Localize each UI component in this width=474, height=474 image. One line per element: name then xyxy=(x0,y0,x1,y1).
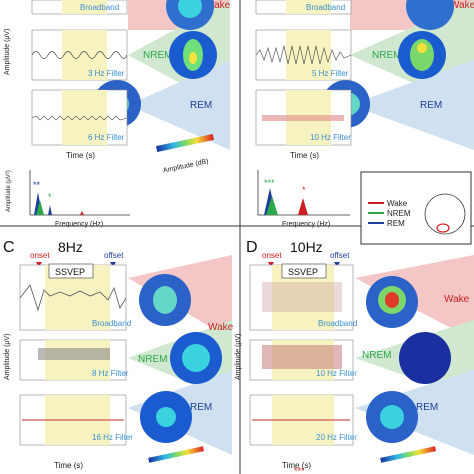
state-label-wake-d: Wake xyxy=(444,294,470,305)
state-label-wake-c: Wake xyxy=(208,322,234,333)
xlabel-time-b: Time (s) xyxy=(290,151,319,160)
panel-a: Wake NREM REM Broadband 3 Hz Filter 6 Hz… xyxy=(4,0,231,160)
xlabel-time-a: Time (s) xyxy=(66,151,95,160)
label-20hz-filter: 20 Hz Filter xyxy=(316,433,357,442)
panel-freq-c: 8Hz xyxy=(58,239,83,255)
label-8hz-filter: 8 Hz Filter xyxy=(92,369,129,378)
legend: Wake NREM REM xyxy=(360,171,472,245)
label-6hz-filter: 6 Hz Filter xyxy=(88,133,125,142)
xlabel-time-d: Time (s) xyxy=(282,461,311,470)
label-broadband-c: Broadband xyxy=(92,319,131,328)
onset-label-c: onset xyxy=(30,251,50,260)
onset-label-d: onset xyxy=(262,251,282,260)
offset-label-c: offset xyxy=(104,251,124,260)
sig-b-5hz: *** xyxy=(264,178,275,188)
spectrum-a: ** * Amplitude (μV²) Frequency (Hz) xyxy=(6,170,130,228)
panel-c: C 8Hz onset offset Wake NREM REM SSVEP B… xyxy=(3,239,234,470)
state-label-rem-c: REM xyxy=(190,402,212,413)
label-10hz-filter: 10 Hz Filter xyxy=(310,133,351,142)
label-broadband-a: Broadband xyxy=(80,3,119,12)
panel-letter-c: C xyxy=(3,239,15,256)
head-schematic-icon xyxy=(424,193,466,235)
legend-wake: Wake xyxy=(387,199,408,208)
spectrum-xlabel: Frequency (Hz) xyxy=(55,221,103,228)
ylabel-amp-c: Amplitude (μV) xyxy=(4,334,11,380)
label-broadband-d: Broadband xyxy=(318,319,357,328)
panel-d: D 10Hz onset offset Wake NREM REM SSVEP … xyxy=(235,239,474,474)
label-5hz-filter: 5 Hz Filter xyxy=(312,69,349,78)
sig-d-bottom: *** xyxy=(294,466,305,474)
ssvep-label-d: SSVEP xyxy=(288,267,318,277)
sig-a-5hz: ** xyxy=(33,180,41,190)
state-label-wake-b: Wake xyxy=(450,0,474,11)
state-label-rem-b: REM xyxy=(420,100,442,111)
spectrum-ylabel: Amplitude (μV²) xyxy=(6,170,12,212)
sig-a-5hz-green: * xyxy=(48,192,52,202)
state-label-rem-d: REM xyxy=(416,402,438,413)
legend-nrem: NREM xyxy=(387,209,411,218)
panel-b: Wake NREM REM Broadband 5 Hz Filter 10 H… xyxy=(255,0,474,160)
ssvep-label-c: SSVEP xyxy=(55,267,85,277)
topo-map-b-wake xyxy=(406,0,454,30)
ylabel-amp-d: Amplitude (μV) xyxy=(235,334,242,380)
topo-map-d-nrem xyxy=(399,332,451,384)
rem-region-a xyxy=(128,60,230,150)
label-10hz-filter-d: 10 Hz Filter xyxy=(316,369,357,378)
sig-b-10hz: * xyxy=(302,185,306,195)
ylabel-amp-a: Amplitude (μV) xyxy=(4,29,11,75)
offset-label-d: offset xyxy=(330,251,350,260)
state-label-rem: REM xyxy=(190,100,212,111)
spectrum-b: *** * Frequency (Hz) xyxy=(257,170,350,228)
label-16hz-filter: 16 Hz Filter xyxy=(92,433,133,442)
state-label-nrem-b: NREM xyxy=(372,50,401,61)
spectrum-xlabel-b: Frequency (Hz) xyxy=(282,221,330,228)
colorbar-label: Amplitude (dB) xyxy=(163,158,210,174)
panel-freq-d: 10Hz xyxy=(290,239,323,255)
colorbar-a: Amplitude (dB) xyxy=(156,134,214,175)
state-label-nrem-c: NREM xyxy=(138,354,167,365)
legend-rem: REM xyxy=(387,219,405,228)
xlabel-time-c: Time (s) xyxy=(54,461,83,470)
label-3hz-filter: 3 Hz Filter xyxy=(88,69,125,78)
label-broadband-b: Broadband xyxy=(306,3,345,12)
state-label-nrem: NREM xyxy=(143,50,172,61)
panel-letter-d: D xyxy=(246,239,258,256)
state-label-wake: Wake xyxy=(205,0,231,11)
state-label-nrem-d: NREM xyxy=(362,350,391,361)
